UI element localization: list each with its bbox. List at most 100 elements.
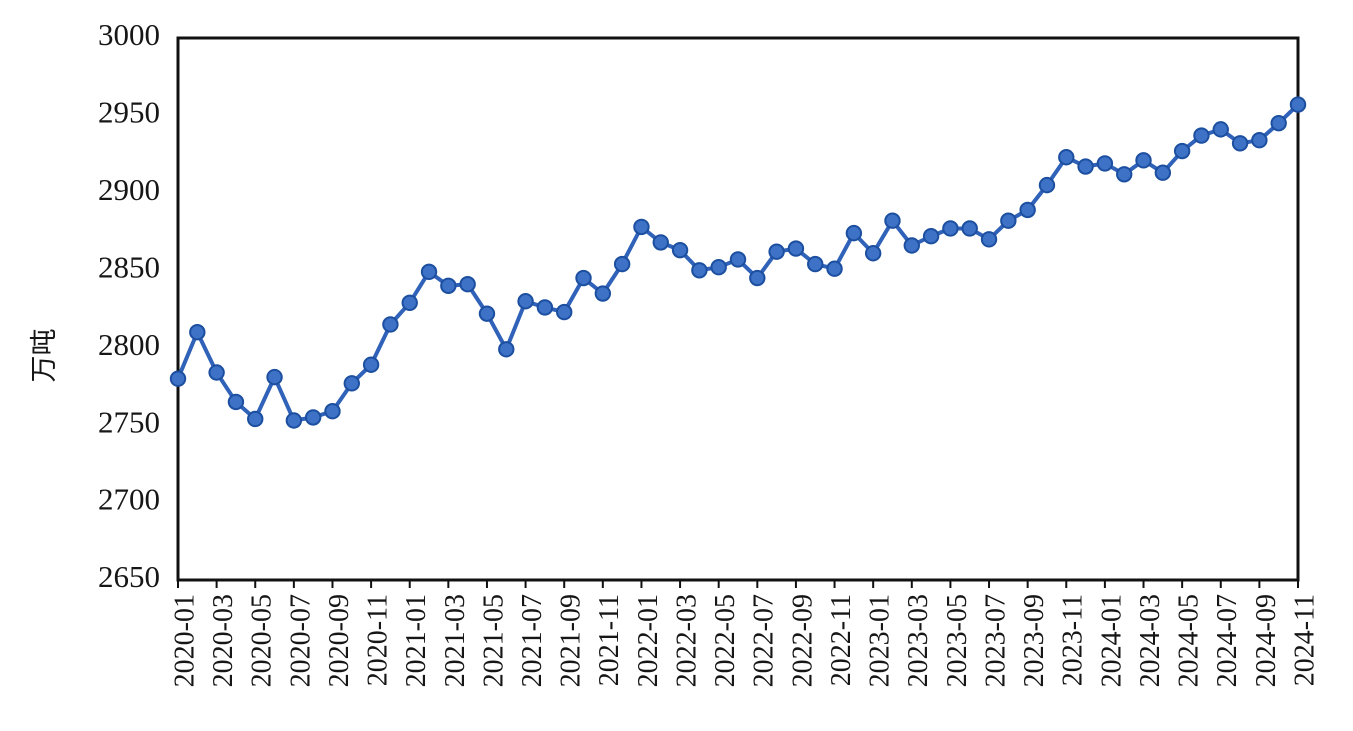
x-axis-tick-label: 2020-05 xyxy=(247,594,278,687)
data-point xyxy=(1038,176,1056,194)
data-point xyxy=(459,276,476,293)
data-point xyxy=(961,220,978,237)
data-point xyxy=(247,410,264,428)
data-point xyxy=(1135,152,1152,169)
y-axis-tick-label: 3000 xyxy=(98,17,160,52)
data-point xyxy=(787,240,805,257)
data-point xyxy=(575,269,592,287)
data-point xyxy=(556,303,573,321)
x-axis-tick-label: 2023-03 xyxy=(903,594,934,687)
data-point xyxy=(208,364,225,381)
x-axis-tick-label: 2023-09 xyxy=(1019,594,1050,687)
y-axis-tick-label: 2750 xyxy=(98,404,160,439)
x-axis-tick-label: 2021-11 xyxy=(594,594,625,686)
data-point xyxy=(691,262,708,279)
x-axis-tick-label: 2024-11 xyxy=(1289,594,1320,686)
data-point xyxy=(420,263,438,281)
x-axis-tick-label: 2020-11 xyxy=(363,594,394,686)
data-point xyxy=(1212,121,1229,138)
data-point xyxy=(864,245,882,262)
data-point xyxy=(478,305,496,322)
data-point xyxy=(401,294,418,312)
data-point xyxy=(1193,127,1210,144)
x-axis-tick-label: 2024-03 xyxy=(1135,594,1166,687)
data-point xyxy=(1270,114,1287,132)
y-axis-tick-label: 2950 xyxy=(98,95,160,130)
data-point xyxy=(1077,158,1094,175)
plot-frame xyxy=(176,36,1300,582)
y-axis-tick-label: 2850 xyxy=(98,249,160,284)
data-point xyxy=(285,412,303,429)
x-axis-tick-label: 2024-07 xyxy=(1212,594,1243,687)
data-point xyxy=(304,409,322,426)
data-point xyxy=(826,260,843,277)
data-point xyxy=(1000,212,1017,229)
data-point xyxy=(1251,132,1268,149)
data-point xyxy=(749,269,766,287)
data-point xyxy=(922,228,940,245)
data-point xyxy=(536,299,554,316)
data-point xyxy=(1096,155,1114,172)
data-point xyxy=(1154,164,1172,181)
data-point xyxy=(1231,135,1249,152)
x-axis-tick-label: 2021-05 xyxy=(478,594,509,687)
data-point xyxy=(845,224,863,242)
y-axis-tick-label: 2800 xyxy=(98,327,160,362)
data-point xyxy=(594,285,612,302)
data-point xyxy=(517,293,534,310)
x-axis-tick-label: 2024-01 xyxy=(1096,594,1127,687)
x-axis-tick-label: 2021-03 xyxy=(440,594,471,687)
data-point xyxy=(671,241,689,259)
y-axis-tick-label: 2700 xyxy=(98,482,160,517)
data-point xyxy=(942,220,959,237)
x-axis-tick-label: 2023-07 xyxy=(980,594,1011,687)
data-point xyxy=(266,368,283,386)
data-point xyxy=(362,356,380,373)
x-axis-tick-label: 2022-03 xyxy=(671,594,702,687)
x-axis-tick-label: 2023-05 xyxy=(942,594,973,687)
x-axis-tick-label: 2023-01 xyxy=(865,594,896,687)
x-axis-tick-label: 2020-03 xyxy=(208,594,239,687)
x-axis-tick-label: 2022-01 xyxy=(633,594,664,687)
x-axis-tick-label: 2024-09 xyxy=(1251,594,1282,687)
x-axis-tick-label: 2021-09 xyxy=(556,594,587,687)
data-point xyxy=(227,393,245,411)
x-axis-tick-label: 2022-05 xyxy=(710,594,741,687)
y-axis-tick-label: 2900 xyxy=(98,172,160,207)
data-point xyxy=(652,234,669,251)
data-point xyxy=(1058,149,1075,166)
x-axis-tick-label: 2021-07 xyxy=(517,594,548,687)
data-point xyxy=(710,258,727,276)
x-axis-tick-label: 2022-11 xyxy=(826,594,857,686)
data-point xyxy=(189,324,206,341)
x-axis-tick-label: 2023-11 xyxy=(1058,594,1089,686)
data-point xyxy=(807,255,824,273)
x-axis-tick-label: 2020-01 xyxy=(169,594,200,687)
data-point xyxy=(633,218,650,236)
data-point xyxy=(1116,166,1133,183)
x-axis-tick-label: 2022-07 xyxy=(749,594,780,687)
y-axis-tick-label: 2650 xyxy=(98,559,160,594)
data-point xyxy=(768,243,785,260)
x-axis-tick-label: 2022-09 xyxy=(787,594,818,687)
data-point xyxy=(1173,142,1191,160)
data-point xyxy=(440,277,457,294)
data-point xyxy=(729,251,747,268)
y-axis-title: 万吨 xyxy=(29,328,59,382)
data-point xyxy=(343,375,360,392)
x-axis-tick-label: 2020-07 xyxy=(285,594,316,687)
data-point xyxy=(382,316,399,333)
data-point xyxy=(613,255,631,273)
data-point xyxy=(1289,96,1307,113)
data-point xyxy=(324,403,341,420)
data-point xyxy=(980,231,998,248)
data-point xyxy=(884,212,901,229)
data-point xyxy=(1019,201,1036,219)
x-axis-tick-label: 2021-01 xyxy=(401,594,432,687)
x-axis-tick-label: 2020-09 xyxy=(324,594,355,687)
data-point xyxy=(169,370,187,387)
x-axis-tick-label: 2024-05 xyxy=(1174,594,1205,687)
